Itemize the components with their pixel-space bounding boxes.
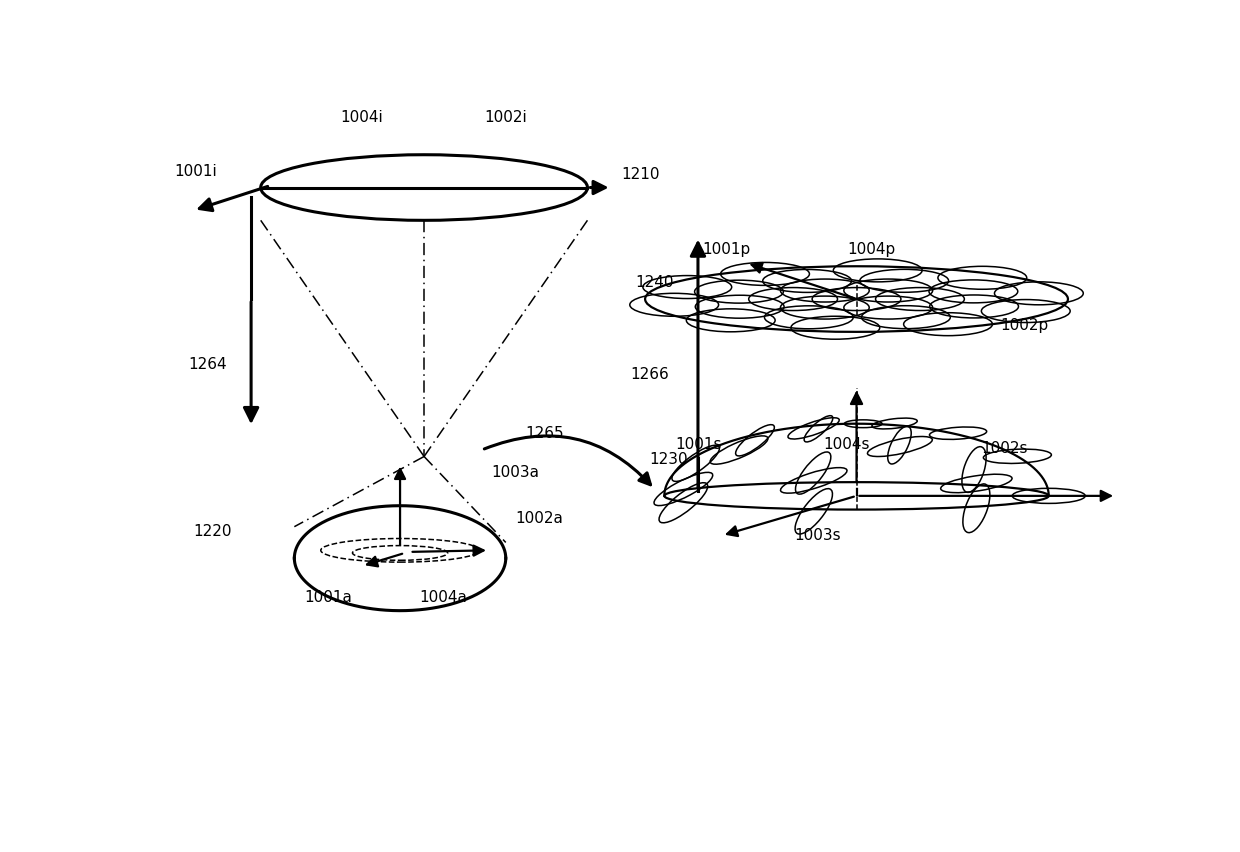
Text: 1003a: 1003a (491, 465, 539, 481)
Text: 1004s: 1004s (823, 437, 869, 452)
Text: 1220: 1220 (193, 525, 232, 539)
Text: 1003s: 1003s (794, 527, 841, 543)
Text: 1002s: 1002s (982, 441, 1028, 456)
Text: 1264: 1264 (188, 357, 227, 372)
Text: 1230: 1230 (650, 452, 688, 467)
Text: 1004a: 1004a (419, 590, 467, 605)
Text: 1002p: 1002p (1001, 318, 1049, 333)
Text: 1265: 1265 (525, 426, 564, 441)
Text: 1001p: 1001p (703, 242, 751, 257)
Text: 1001a: 1001a (304, 590, 352, 605)
Text: 1004i: 1004i (340, 110, 383, 125)
Text: 1002i: 1002i (485, 110, 527, 125)
Text: 1002a: 1002a (516, 511, 563, 527)
Text: 1004p: 1004p (847, 242, 895, 257)
Text: 1240: 1240 (635, 275, 675, 291)
Text: 1210: 1210 (621, 167, 660, 182)
Text: 1266: 1266 (630, 367, 670, 382)
Text: 1001i: 1001i (175, 164, 217, 179)
FancyArrowPatch shape (485, 436, 651, 485)
Text: 1001s: 1001s (676, 437, 722, 452)
